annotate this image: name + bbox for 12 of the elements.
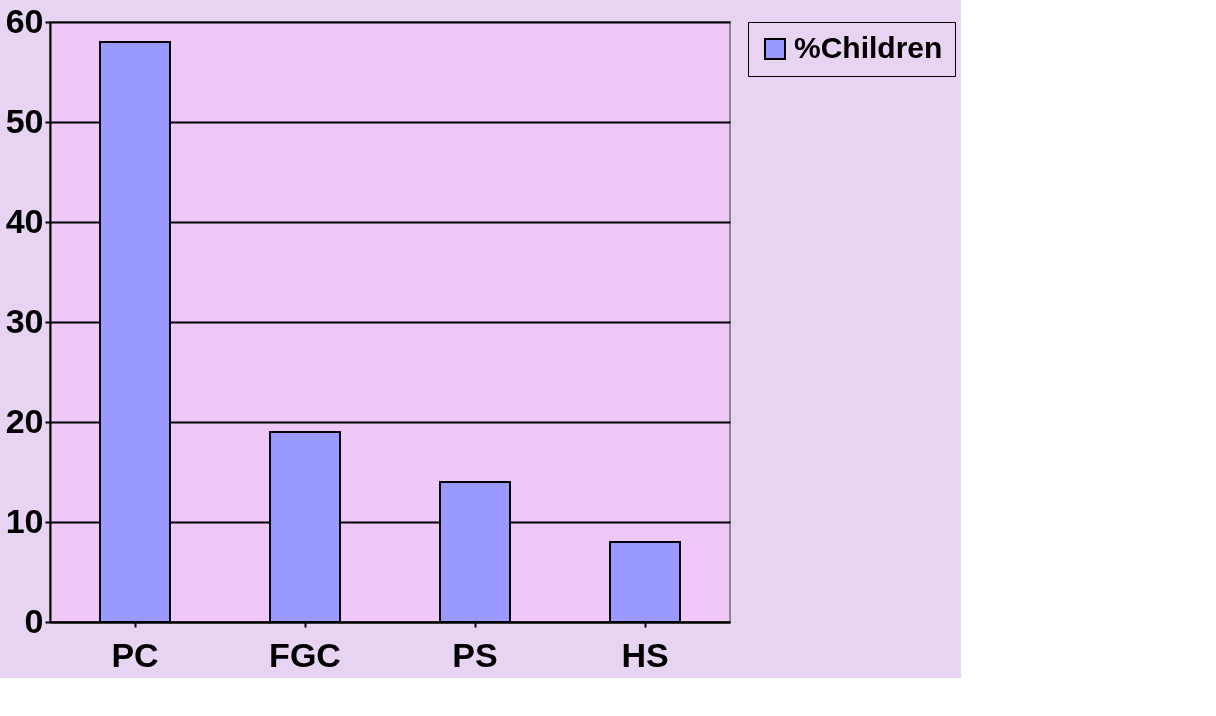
y-tick-label: 40: [5, 201, 44, 240]
x-tick-label: FGC: [269, 635, 341, 674]
x-tick-label: HS: [621, 635, 669, 674]
legend-label: %Children: [794, 31, 943, 64]
x-tick-label: PS: [452, 635, 498, 674]
y-tick-label: 0: [24, 601, 44, 640]
y-tick-label: 20: [5, 401, 44, 440]
y-tick-label: 50: [5, 101, 44, 140]
y-tick-label: 60: [5, 1, 44, 40]
x-tick-label: PC: [111, 635, 159, 674]
y-tick-label: 10: [5, 501, 44, 540]
y-tick-label: 30: [5, 301, 44, 340]
